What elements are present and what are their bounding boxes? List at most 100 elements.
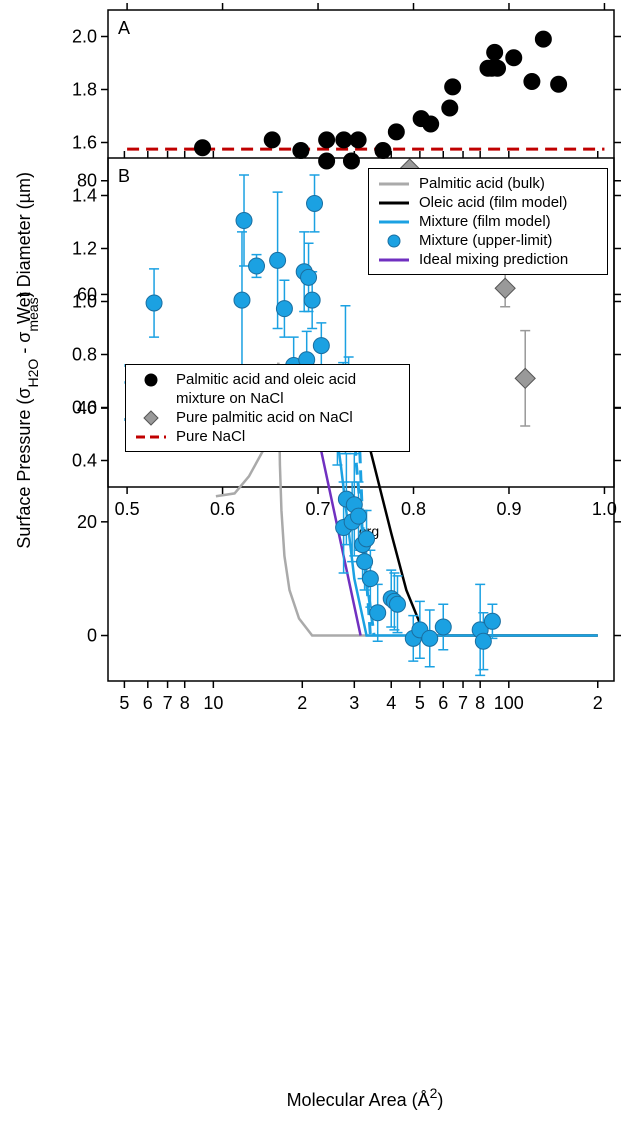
circle-marker [144, 373, 158, 387]
x-tick-label: 6 [438, 693, 448, 713]
x-tick-label: 0.8 [401, 499, 426, 519]
y-tick-label: 20 [77, 512, 97, 532]
circle-marker [369, 604, 387, 622]
panel-label: A [118, 18, 130, 38]
circle-marker [235, 212, 253, 230]
x-tick-label: 6 [143, 693, 153, 713]
circle-marker [350, 507, 368, 525]
diamond-marker [143, 410, 159, 426]
x-tick-label: 7 [458, 693, 468, 713]
circle-marker [233, 291, 251, 309]
x-tick-label: 0.9 [496, 499, 521, 519]
legend-label: Palmitic acid (bulk) [419, 175, 545, 192]
legend-label: Mixture (film model) [419, 213, 551, 230]
circle-marker [318, 131, 336, 149]
y-tick-label: 1.6 [72, 133, 97, 153]
legend-label: Mixture (upper-limit) [419, 232, 553, 249]
legend-item: Pure palmitic acid on NaCl [134, 408, 401, 427]
label-part: Surface Pressure (σ [14, 387, 34, 548]
circle-marker [356, 553, 374, 571]
circle-marker [489, 59, 507, 77]
y-tick-label: 0.8 [72, 345, 97, 365]
legend-swatch [143, 410, 159, 426]
x-tick-label: 5 [119, 693, 129, 713]
y-axis-title: Surface Pressure (σH2O - σmeas) [14, 291, 41, 548]
circle-marker [483, 612, 501, 630]
series-line [124, 363, 376, 636]
label-part: H2O [25, 359, 41, 388]
x-tick-label: 2 [593, 693, 603, 713]
legend: Palmitic acid (bulk) Oleic acid (film mod… [368, 168, 608, 275]
legend-item: Palmitic acid (bulk) [377, 174, 599, 193]
legend-item: Mixture (film model) [377, 212, 599, 231]
circle-marker [342, 152, 360, 170]
legend-item: Mixture (upper-limit) [377, 231, 599, 250]
circle-marker [194, 139, 212, 157]
circle-marker [145, 294, 163, 312]
y-tick-label: 0.4 [72, 451, 97, 471]
x-tick-label: 1.0 [592, 499, 617, 519]
circle-marker [335, 131, 353, 149]
panel-label: B [118, 166, 130, 186]
circle-marker [349, 131, 367, 149]
circle-marker [292, 141, 310, 159]
label-part: - σ [14, 332, 34, 359]
x-tick-label: 5 [415, 693, 425, 713]
legend-swatch [136, 435, 166, 439]
circle-marker [505, 49, 523, 67]
circle-marker [441, 99, 459, 117]
label-part: 2 [430, 1085, 438, 1101]
legend-item: Palmitic acid and oleic acid mixture on … [134, 370, 401, 408]
y-axis-title: Wet Diameter (µm) [14, 172, 34, 324]
legend-swatch [379, 220, 409, 224]
y-tick-label: 1.8 [72, 80, 97, 100]
circle-marker [388, 595, 406, 613]
plot-frame [107, 157, 615, 682]
circle-marker [361, 570, 379, 588]
y-tick-label: 0.6 [72, 398, 97, 418]
circle-marker [306, 194, 324, 212]
circle-marker [275, 300, 293, 318]
x-tick-label: 2 [297, 693, 307, 713]
diamond-marker [514, 367, 536, 390]
label-part: meas [25, 297, 41, 331]
circle-marker [486, 43, 504, 61]
diamond-marker [494, 277, 516, 299]
legend-swatch [387, 234, 401, 248]
legend-label: Pure palmitic acid on NaCl [176, 409, 353, 426]
x-tick-label: 4 [386, 693, 396, 713]
y-tick-label: 80 [77, 171, 97, 191]
y-tick-label: 1.2 [72, 239, 97, 259]
legend-item: Pure NaCl [134, 427, 401, 446]
circle-marker [312, 337, 330, 355]
x-axis-title: Molecular Area (Å2) [287, 1085, 444, 1110]
circle-marker [269, 251, 287, 269]
legend-swatch [379, 182, 409, 186]
x-tick-label: 0.7 [306, 499, 331, 519]
legend-swatch [379, 258, 409, 262]
x-tick-label: 8 [475, 693, 485, 713]
legend-label: Palmitic acid and oleic acid mixture on … [176, 371, 357, 407]
circle-marker [387, 123, 405, 141]
legend-item: Ideal mixing prediction [377, 250, 599, 269]
circle-marker [421, 629, 439, 647]
label-part: ) [14, 291, 34, 297]
y-tick-label: 1.0 [72, 292, 97, 312]
x-tick-label: 10 [203, 693, 223, 713]
circle-marker [387, 234, 401, 248]
circle-marker [534, 30, 552, 48]
circle-marker [263, 131, 281, 149]
x-tick-label: 100 [494, 693, 524, 713]
circle-marker [523, 73, 541, 91]
legend-swatch [144, 373, 158, 387]
legend-label: Ideal mixing prediction [419, 251, 569, 268]
circle-marker [434, 618, 452, 636]
legend: Palmitic acid and oleic acid mixture on … [125, 364, 410, 452]
circle-marker [374, 141, 392, 159]
legend-label: Oleic acid (film model) [419, 194, 568, 211]
circle-marker [300, 268, 318, 286]
circle-marker [303, 291, 321, 309]
circle-marker [444, 78, 462, 96]
